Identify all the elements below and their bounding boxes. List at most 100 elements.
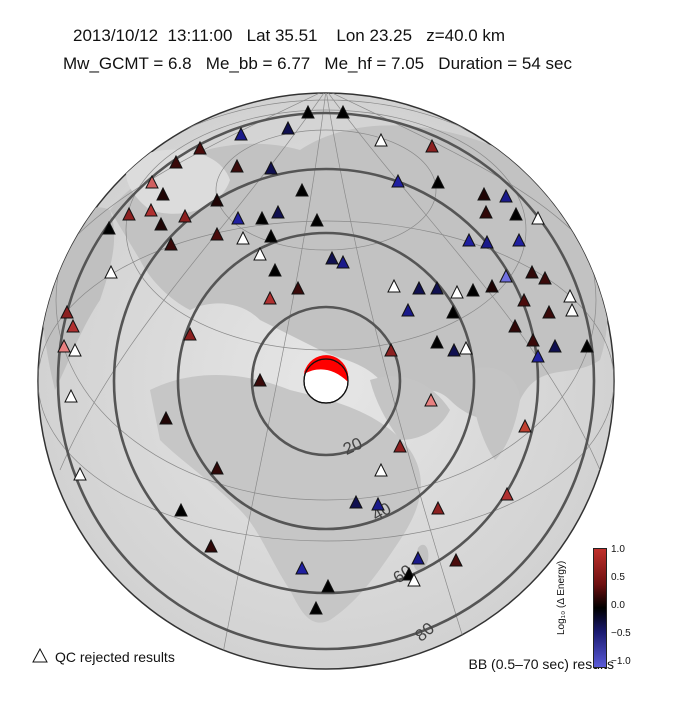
- station-triangle: [236, 230, 250, 245]
- station-triangle: [73, 466, 87, 481]
- station-triangle: [144, 202, 158, 217]
- event-info-line: 2013/10/12 13:11:00 Lat 35.51 Lon 23.25 …: [73, 26, 506, 45]
- colorbar-tick: 0.0: [611, 600, 625, 611]
- focal-mechanism-beachball: [303, 355, 349, 404]
- station-triangle: [102, 220, 116, 235]
- land-africa: [150, 375, 421, 623]
- distance-rings: [56, 111, 596, 651]
- graticule: [38, 93, 614, 669]
- station-triangle: [499, 188, 513, 203]
- colorbar-tick: −0.5: [611, 628, 631, 639]
- station-triangle: [446, 304, 460, 319]
- station-triangle: [309, 600, 323, 615]
- station-triangle: [531, 348, 545, 363]
- ring-20: [250, 305, 402, 457]
- station-triangle: [542, 304, 556, 319]
- land-arabia: [370, 376, 450, 440]
- station-triangle: [425, 138, 439, 153]
- station-triangle: [526, 332, 540, 347]
- station-triangle: [60, 304, 74, 319]
- station-triangle: [178, 208, 192, 223]
- colorbar-title: Log₁₀ (Δ Energy): [556, 560, 567, 635]
- station-triangle: [431, 500, 445, 515]
- station-triangle: [500, 486, 514, 501]
- colorbar-tick: 1.0: [611, 544, 625, 555]
- colorbar-tick: 0.5: [611, 572, 625, 583]
- ring-40: [176, 231, 476, 531]
- station-triangle: [391, 173, 405, 188]
- station-triangle: [371, 496, 385, 511]
- station-triangle: [384, 342, 398, 357]
- station-triangle: [230, 158, 244, 173]
- station-triangle: [104, 264, 118, 279]
- station-triangle: [412, 280, 426, 295]
- station-triangle: [525, 264, 539, 279]
- station-triangle: [210, 226, 224, 241]
- station-triangle: [122, 206, 136, 221]
- station-triangle: [424, 392, 438, 407]
- station-triangle: [580, 338, 594, 353]
- station-triangle: [281, 120, 295, 135]
- station-triangle: [518, 418, 532, 433]
- station-triangle: [271, 204, 285, 219]
- station-triangle: [499, 268, 513, 283]
- station-triangle: [563, 288, 577, 303]
- colorbar-tick: −1.0: [611, 656, 631, 667]
- station-triangle: [174, 502, 188, 517]
- qc-rejected-label: QC rejected results: [55, 649, 175, 665]
- station-triangle: [374, 462, 388, 477]
- station-triangle: [459, 340, 473, 355]
- station-triangle: [193, 140, 207, 155]
- station-triangle: [477, 186, 491, 201]
- station-triangle: [210, 192, 224, 207]
- station-triangle: [349, 494, 363, 509]
- station-triangle: [234, 126, 248, 141]
- land-india: [470, 367, 520, 460]
- station-triangle: [336, 104, 350, 119]
- station-triangle: [431, 174, 445, 189]
- ring-60: [112, 167, 540, 595]
- land-greenland: [126, 149, 230, 214]
- ring-80: [56, 111, 596, 651]
- station-triangle: [64, 388, 78, 403]
- station-triangle: [466, 282, 480, 297]
- station-triangle: [538, 270, 552, 285]
- station-triangle: [462, 232, 476, 247]
- station-triangle: [517, 292, 531, 307]
- station-triangle: [154, 216, 168, 231]
- station-triangle: [479, 204, 493, 219]
- station-triangle: [204, 538, 218, 553]
- station-triangle: [263, 290, 277, 305]
- station-triangle: [450, 284, 464, 299]
- station-triangle: [393, 438, 407, 453]
- station-triangle: [253, 372, 267, 387]
- station-triangle: [430, 280, 444, 295]
- station-triangle: [268, 262, 282, 277]
- station-triangle: [374, 132, 388, 147]
- station-triangle: [325, 250, 339, 265]
- station-triangle: [145, 174, 159, 189]
- station-triangle: [387, 278, 401, 293]
- station-triangle: [310, 212, 324, 227]
- station-triangle: [66, 318, 80, 333]
- station-layer: [57, 104, 594, 615]
- station-triangle: [531, 210, 545, 225]
- station-triangle: [295, 560, 309, 575]
- station-triangle: [164, 236, 178, 251]
- station-triangle: [407, 572, 421, 587]
- station-triangle: [159, 410, 173, 425]
- station-triangle: [449, 552, 463, 567]
- station-triangle: [169, 154, 183, 169]
- station-triangle: [565, 302, 579, 317]
- energy-colorbar: [593, 548, 607, 668]
- station-triangle: [321, 578, 335, 593]
- station-triangle: [548, 338, 562, 353]
- station-triangle: [291, 280, 305, 295]
- station-triangle: [301, 104, 315, 119]
- station-triangle: [295, 182, 309, 197]
- station-triangle: [485, 278, 499, 293]
- station-triangle: [509, 206, 523, 221]
- station-triangle: [210, 460, 224, 475]
- station-triangle: [447, 342, 461, 357]
